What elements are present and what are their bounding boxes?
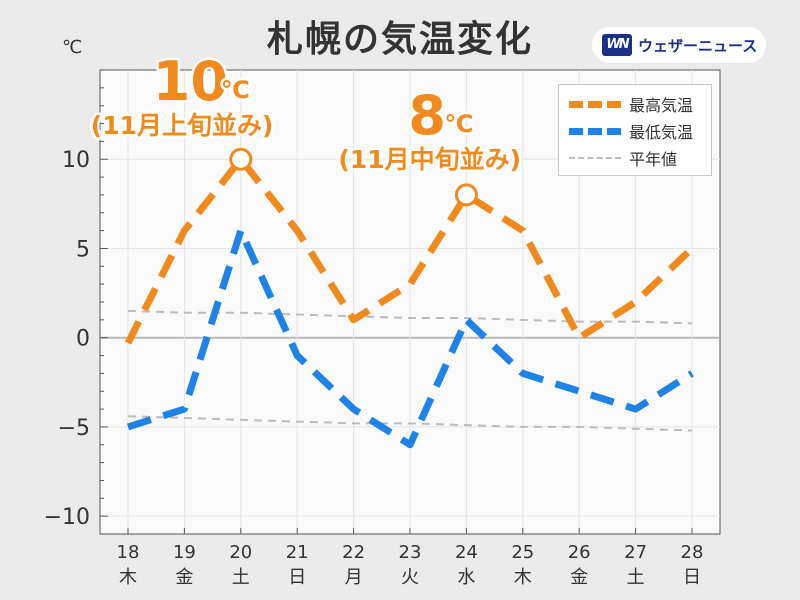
y-tick-label: 10 — [62, 148, 90, 173]
legend: 最高気温 最低気温 平年値 — [558, 84, 712, 176]
normal-lines — [127, 309, 693, 432]
y-tick-labels: 10 5 0 −5 −10 — [44, 148, 90, 530]
callout-value: 10 — [153, 50, 228, 113]
x-tick-date: 18 — [117, 542, 140, 563]
peak-marker — [229, 147, 253, 171]
weathernews-logo-icon: WN — [602, 34, 632, 56]
x-tick-weekday: 金 — [570, 567, 588, 588]
x-tick-date: 26 — [568, 542, 591, 563]
legend-label-max: 最高気温 — [629, 96, 694, 115]
y-tick-label: −10 — [44, 505, 90, 530]
y-tick-label: 0 — [76, 327, 90, 352]
legend-label-normal: 平年値 — [629, 150, 678, 169]
x-tick-date: 23 — [399, 542, 422, 563]
callouts: 10℃(11月上旬並み) 8℃(11月中旬並み) — [88, 48, 523, 177]
minor-ticks — [100, 69, 693, 535]
y-tick-label: −5 — [58, 416, 90, 441]
x-tick-weekday: 土 — [232, 567, 250, 588]
y-axis-unit: ℃ — [62, 37, 83, 58]
legend-swatch-min — [569, 127, 621, 135]
x-tick-date: 20 — [229, 542, 252, 563]
x-tick-date: 27 — [624, 542, 647, 563]
max-temp-line — [124, 155, 695, 345]
x-tick-date: 25 — [511, 542, 534, 563]
callout-note: (11月中旬並み) — [338, 145, 521, 174]
callout-unit: ℃ — [444, 110, 473, 138]
peak-marker — [454, 183, 478, 207]
weathernews-logo: WN ウェザーニュース — [592, 27, 766, 63]
series-lines — [124, 155, 695, 449]
x-tick-labels: 18 木 19 金 20 土 21 日 22 月 23 火 24 水 25 木 26 金 27 土 28 日 — [117, 542, 704, 588]
legend-item-max: 最高気温 — [569, 91, 693, 117]
x-tick-weekday: 日 — [683, 567, 701, 588]
normal-line — [127, 309, 693, 325]
x-tick-weekday: 土 — [627, 567, 645, 588]
legend-swatch-normal — [569, 157, 621, 159]
min-temp-line — [126, 227, 694, 449]
normal-line — [127, 415, 693, 432]
legend-swatch-max — [569, 100, 621, 108]
x-tick-date: 24 — [455, 542, 478, 563]
x-tick-date: 28 — [681, 542, 704, 563]
x-tick-weekday: 月 — [345, 567, 363, 588]
x-tick-date: 21 — [286, 542, 309, 563]
x-tick-weekday: 木 — [514, 567, 532, 588]
x-tick-date: 19 — [173, 542, 196, 563]
callout-value: 8 — [408, 84, 446, 147]
x-tick-weekday: 木 — [119, 567, 137, 588]
logo-text: ウェザーニュース — [638, 36, 758, 55]
x-tick-weekday: 日 — [288, 567, 306, 588]
peak-markers — [229, 147, 478, 207]
chart-title: 札幌の気温変化 — [266, 19, 533, 60]
x-tick-weekday: 金 — [175, 567, 193, 588]
legend-item-normal: 平年値 — [569, 145, 677, 171]
legend-item-min: 最低気温 — [569, 118, 693, 144]
callout-unit: ℃ — [221, 76, 250, 104]
x-tick-weekday: 水 — [457, 567, 475, 588]
callout-note: (11月上旬並み) — [91, 111, 274, 140]
legend-label-min: 最低気温 — [629, 123, 694, 142]
y-tick-label: 5 — [76, 237, 90, 262]
x-tick-date: 22 — [342, 542, 365, 563]
x-tick-weekday: 火 — [401, 567, 419, 588]
